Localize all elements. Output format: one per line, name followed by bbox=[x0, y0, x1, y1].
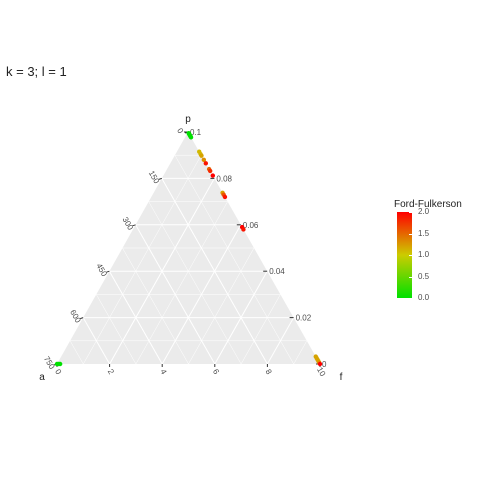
f-axis-tick-label: 4 bbox=[158, 368, 168, 377]
f-axis-tick-label: 6 bbox=[211, 368, 221, 377]
p-axis-tick-label: 0.1 bbox=[190, 128, 202, 137]
legend-tick-mark bbox=[409, 212, 412, 213]
grid-line bbox=[161, 178, 268, 365]
f-axis-tick-label: 2 bbox=[106, 368, 116, 377]
data-point bbox=[57, 361, 63, 367]
a-axis-tick-label: 0 bbox=[175, 127, 185, 136]
p-axis-tick-label: 0.08 bbox=[216, 174, 232, 183]
data-point bbox=[241, 227, 246, 232]
plot-title: k = 3; l = 1 bbox=[6, 64, 67, 79]
data-point bbox=[188, 135, 194, 140]
data-point bbox=[210, 173, 216, 178]
legend-tick-mark bbox=[409, 298, 412, 299]
data-point bbox=[207, 168, 213, 174]
legend-tick-label: 0.0 bbox=[418, 293, 430, 302]
grid-line bbox=[69, 340, 84, 365]
f-axis-tick-label: 8 bbox=[264, 368, 274, 377]
legend-tick-mark bbox=[409, 255, 412, 256]
a-axis-tick bbox=[80, 317, 84, 320]
grid-line bbox=[96, 294, 137, 365]
grid-line bbox=[122, 247, 189, 365]
p-axis-tick-label: 0 bbox=[322, 360, 327, 369]
vertex-label-a: a bbox=[39, 372, 45, 383]
a-axis-tick bbox=[158, 177, 162, 180]
f-axis-tick-label: 0 bbox=[53, 368, 63, 377]
legend-tick-label: 0.5 bbox=[418, 271, 430, 281]
vertex-label-f: f bbox=[340, 372, 343, 383]
p-axis-tick-label: 0.04 bbox=[269, 267, 285, 276]
data-point bbox=[222, 194, 228, 200]
data-point bbox=[199, 153, 204, 158]
data-point bbox=[201, 157, 207, 163]
a-axis-tick bbox=[132, 224, 136, 227]
legend-tick-label: 2.0 bbox=[418, 207, 430, 216]
p-axis-tick-label: 0.06 bbox=[243, 221, 259, 230]
grid-line bbox=[148, 201, 242, 365]
legend-title: Ford-Fulkerson bbox=[394, 199, 462, 210]
color-legend: Ford-Fulkerson 2.0 1.5 1.0 0.5 0.0 bbox=[394, 199, 474, 309]
p-axis-tick-label: 0.02 bbox=[296, 314, 312, 323]
grid-line bbox=[188, 247, 255, 365]
grid-line bbox=[293, 340, 308, 365]
grid-line bbox=[109, 178, 215, 365]
ternary-grid bbox=[69, 154, 308, 365]
grid-line bbox=[174, 155, 294, 365]
legend-colorbar bbox=[397, 212, 412, 298]
legend-tick-label: 1.0 bbox=[418, 250, 430, 259]
legend-tick-label: 1.5 bbox=[418, 228, 430, 238]
legend-tick-mark bbox=[409, 233, 412, 235]
grid-line bbox=[83, 155, 202, 365]
a-axis-tick-label: 750 bbox=[42, 355, 57, 372]
data-point bbox=[317, 361, 323, 367]
data-points bbox=[54, 130, 323, 367]
grid-line bbox=[135, 201, 228, 365]
legend-tick-mark bbox=[409, 276, 412, 278]
data-point bbox=[203, 161, 209, 166]
grid-line bbox=[240, 294, 281, 365]
vertex-label-p: p bbox=[185, 114, 191, 125]
a-axis-tick bbox=[106, 270, 110, 273]
